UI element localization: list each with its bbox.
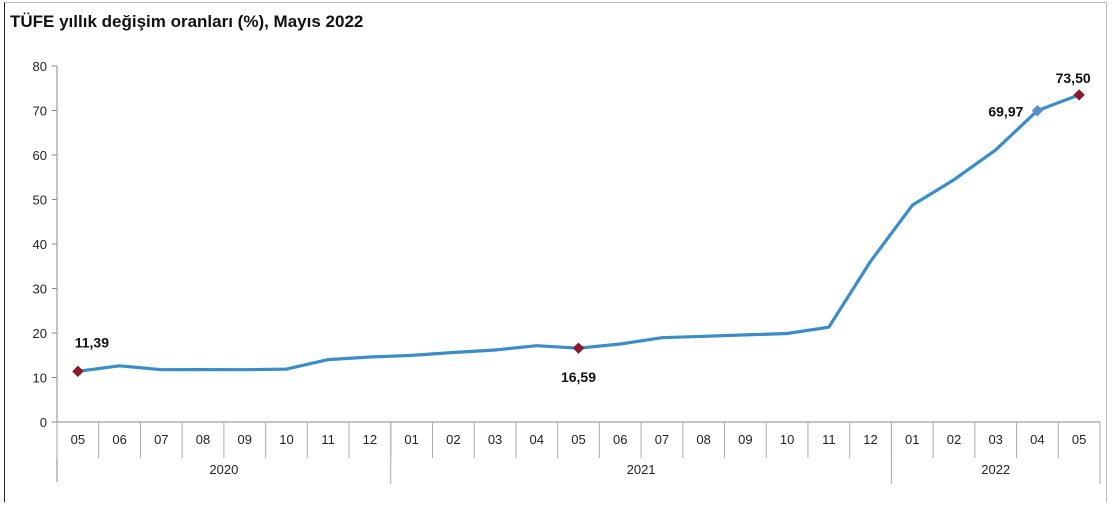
- data-label: 16,59: [561, 369, 596, 385]
- x-tick-label: 06: [112, 432, 126, 447]
- x-tick-label: 05: [571, 432, 585, 447]
- x-tick-label: 06: [613, 432, 627, 447]
- y-tick-label: 70: [33, 104, 47, 119]
- x-tick-label: 04: [1030, 432, 1044, 447]
- data-label: 69,97: [988, 104, 1023, 120]
- y-tick-label: 10: [33, 371, 47, 386]
- x-tick-label: 07: [154, 432, 168, 447]
- x-tick-label: 12: [363, 432, 377, 447]
- x-tick-label: 03: [988, 432, 1002, 447]
- x-tick-label: 01: [404, 432, 418, 447]
- series-line: [76, 93, 1081, 373]
- x-tick-label: 02: [947, 432, 961, 447]
- data-point-marker: [1073, 89, 1085, 101]
- x-tick-label: 11: [822, 432, 836, 447]
- x-tick-label: 08: [196, 432, 210, 447]
- x-tick-label: 09: [238, 432, 252, 447]
- chart-frame: [4, 2, 1107, 502]
- y-tick-label: 40: [33, 237, 47, 252]
- x-tick-label: 03: [488, 432, 502, 447]
- x-tick-label: 12: [863, 432, 877, 447]
- x-tick-label: 08: [696, 432, 710, 447]
- y-tick-label: 20: [33, 326, 47, 341]
- x-tick-label: 07: [655, 432, 669, 447]
- x-tick-label: 02: [446, 432, 460, 447]
- y-tick-label: 0: [40, 415, 47, 430]
- x-tick-label: 01: [905, 432, 919, 447]
- data-point-marker: [572, 342, 585, 354]
- y-tick-label: 30: [33, 282, 47, 297]
- x-tick-label: 10: [780, 432, 794, 447]
- year-label: 2021: [627, 462, 656, 477]
- data-label: 11,39: [75, 334, 109, 350]
- x-tick-label: 09: [738, 432, 752, 447]
- x-tick-label: 10: [279, 432, 293, 447]
- year-label: 2022: [981, 462, 1010, 477]
- y-tick-label: 60: [33, 148, 47, 163]
- data-point-marker: [72, 365, 84, 378]
- chart-title: TÜFE yıllık değişim oranları (%), Mayıs …: [10, 12, 364, 31]
- x-tick-label: 04: [530, 432, 544, 447]
- data-point-marker: [1031, 104, 1044, 117]
- data-label: 73,50: [1056, 70, 1091, 86]
- year-label: 2020: [209, 462, 238, 477]
- x-tick-label: 05: [1072, 432, 1086, 447]
- x-tick-label: 05: [71, 432, 85, 447]
- x-tick-label: 11: [321, 432, 335, 447]
- y-tick-label: 50: [33, 193, 47, 208]
- y-tick-label: 80: [33, 59, 47, 74]
